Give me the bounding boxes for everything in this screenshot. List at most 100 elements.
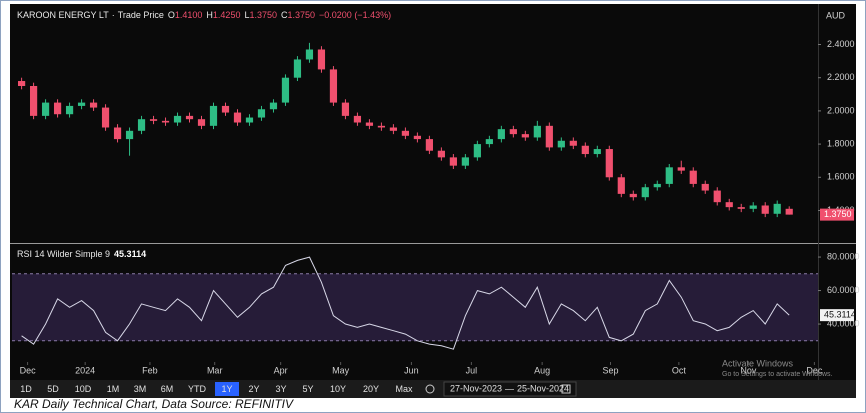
y-tick-label: 1.6000 xyxy=(827,172,855,182)
candle-body xyxy=(209,105,218,126)
date-from: 27-Nov-2023 xyxy=(450,384,502,394)
change: −0.0200 (−1.43%) xyxy=(319,10,391,20)
candle-body xyxy=(641,187,649,198)
candle-body xyxy=(173,115,182,123)
range-button[interactable] xyxy=(242,382,266,396)
x-tick-label: Dec xyxy=(20,365,37,375)
candle-body xyxy=(677,167,685,171)
candle-body xyxy=(317,49,326,70)
candle-body xyxy=(557,140,565,148)
range-button[interactable] xyxy=(101,382,125,396)
candle-body xyxy=(233,112,242,123)
candle-body xyxy=(593,149,601,155)
x-tick-label: Aug xyxy=(534,365,550,375)
candle-body xyxy=(509,129,517,135)
y-tick-label: 2.0000 xyxy=(827,105,855,115)
candle-body xyxy=(725,202,733,208)
last-value-label: 45.3114 xyxy=(824,310,856,320)
date-range[interactable] xyxy=(443,381,577,397)
range-label: 1D xyxy=(20,384,32,394)
candle-body xyxy=(737,207,745,209)
range-label: 5Y xyxy=(302,384,313,394)
candle-body xyxy=(545,125,553,148)
field-label: L xyxy=(244,10,249,20)
candle-body xyxy=(65,105,74,115)
candle-body xyxy=(269,102,278,110)
range-button[interactable] xyxy=(296,382,320,396)
candle-body xyxy=(389,127,398,131)
x-tick-label: Sep xyxy=(602,365,618,375)
range-button[interactable] xyxy=(323,382,353,396)
y-tick-label: 60.0000 xyxy=(827,285,860,295)
range-button[interactable] xyxy=(356,382,386,396)
candle-body xyxy=(461,157,469,166)
range-label: 1M xyxy=(107,384,120,394)
range-label: 5D xyxy=(47,384,59,394)
range-button[interactable] xyxy=(14,382,38,396)
candle-body xyxy=(773,203,781,214)
range-button[interactable] xyxy=(389,382,419,396)
range-button[interactable] xyxy=(155,382,179,396)
range-button[interactable] xyxy=(128,382,152,396)
date-to: 25-Nov-2024 xyxy=(517,384,569,394)
candle-body xyxy=(377,125,386,128)
indicator-legend: RSI 14 Wilder Simple 9 45.3114 xyxy=(17,249,146,259)
y-tick-label: 2.2000 xyxy=(827,72,855,82)
candle-body xyxy=(197,119,206,126)
candle-body xyxy=(701,183,709,191)
field-label: O xyxy=(168,10,175,20)
candle-body xyxy=(401,130,410,136)
range-button[interactable] xyxy=(269,382,293,396)
last-price-box xyxy=(820,208,854,221)
range-label: 6M xyxy=(161,384,174,394)
currency: AUD xyxy=(826,10,846,20)
candle-body xyxy=(293,59,302,78)
x-tick-label: May xyxy=(332,365,350,375)
separator: · xyxy=(112,10,115,20)
rsi-line xyxy=(21,256,790,350)
field-value: 1.3750 xyxy=(249,10,277,20)
candle-body xyxy=(617,177,625,194)
candle-body xyxy=(101,107,110,128)
candle-body xyxy=(749,205,757,209)
watermark: Activate Windows xyxy=(722,358,794,368)
range-label: 2Y xyxy=(248,384,259,394)
indicator-name: RSI 14 Wilder Simple 9 xyxy=(17,249,110,259)
candle-body xyxy=(689,170,697,184)
candle-body xyxy=(329,69,338,103)
range-button[interactable] xyxy=(215,382,239,396)
field-value: 1.3750 xyxy=(288,10,316,20)
x-tick-label: Jun xyxy=(404,365,419,375)
candle-body xyxy=(413,135,421,140)
instrument-source: Trade Price xyxy=(118,10,164,20)
candle-body xyxy=(149,119,158,121)
candle-body xyxy=(665,167,673,184)
range-label: YTD xyxy=(188,384,207,394)
candle-body xyxy=(365,122,374,126)
field-label: H xyxy=(206,10,213,20)
candle-body xyxy=(761,205,769,214)
date-sep: — xyxy=(505,384,514,394)
y-tick-label: 1.8000 xyxy=(827,138,855,148)
range-button[interactable] xyxy=(68,382,98,396)
candle-body xyxy=(29,86,38,116)
field-label: C xyxy=(281,10,288,20)
rsi-band xyxy=(12,273,818,341)
y-tick-label: 2.4000 xyxy=(827,39,855,49)
settings-button[interactable] xyxy=(425,384,435,394)
range-label: 20Y xyxy=(363,384,379,394)
candle-body xyxy=(533,125,541,138)
candle-body xyxy=(185,115,194,120)
x-tick-label: Apr xyxy=(274,365,288,375)
candle-body xyxy=(17,81,26,86)
candle-body xyxy=(605,149,613,178)
candle-body xyxy=(125,130,134,140)
candle-body xyxy=(305,49,314,60)
range-button[interactable] xyxy=(182,382,212,396)
last-price-label: 1.3750 xyxy=(824,209,852,219)
field-value: 1.4100 xyxy=(175,10,203,20)
candle-body xyxy=(653,183,661,188)
candle-body xyxy=(629,193,637,198)
range-button[interactable] xyxy=(41,382,65,396)
x-tick-label: Nov xyxy=(740,365,757,375)
